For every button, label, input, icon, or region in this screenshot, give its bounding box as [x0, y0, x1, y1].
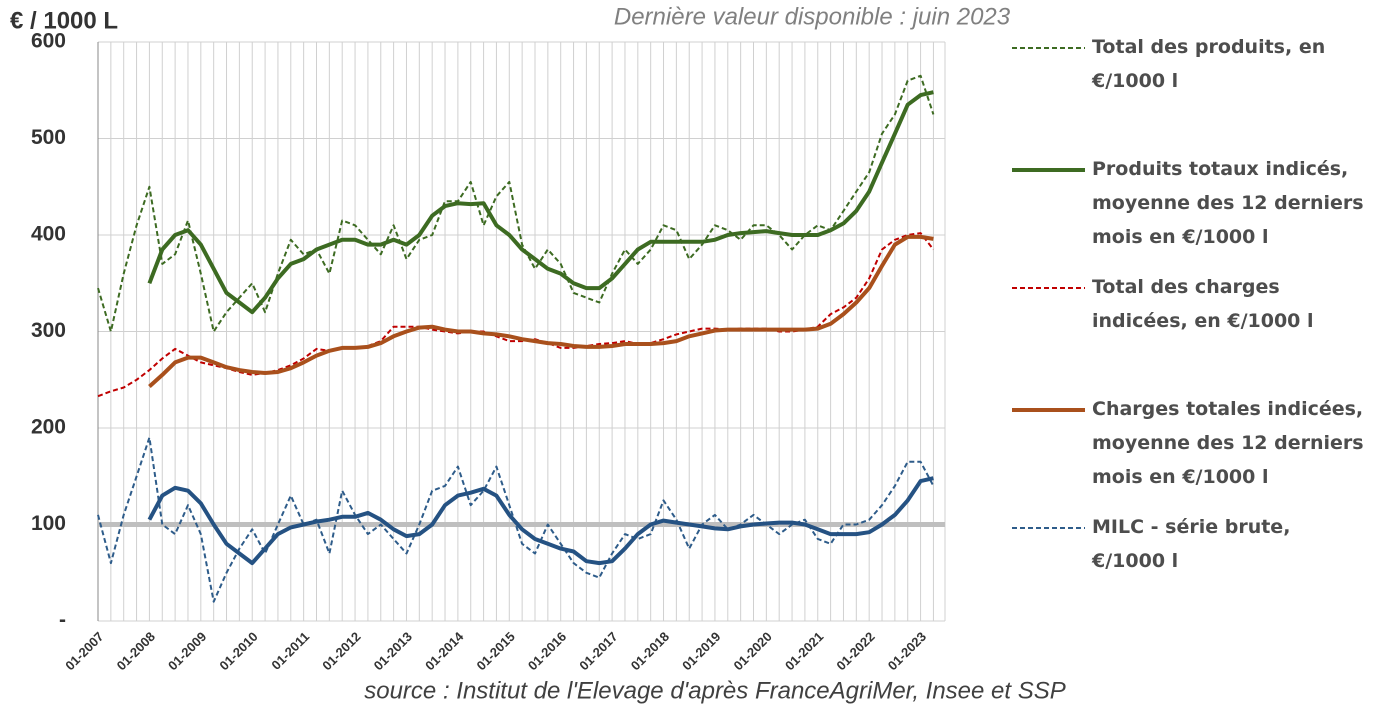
series-line [97, 74, 935, 333]
y-tick-label: 500 [31, 126, 66, 149]
x-tick-label: 01-2019 [679, 629, 723, 673]
series-line [147, 90, 934, 315]
x-tick-label: 01-2013 [371, 629, 415, 673]
series-line [147, 476, 934, 566]
x-tick-label: 01-2014 [422, 628, 467, 673]
y-tick-label: 400 [31, 223, 66, 246]
source: source : Institut de l'Elevage d'après F… [364, 677, 1066, 704]
x-tick-label: 01-2008 [114, 629, 158, 673]
x-tick-label: 01-2020 [731, 629, 775, 673]
x-tick-label: 01-2022 [833, 629, 877, 673]
legend-label: MILC - série brute, €/1000 l [1092, 516, 1291, 572]
x-tick-label: 01-2018 [628, 629, 672, 673]
x-tick-label: 01-2007 [62, 629, 106, 673]
legend-label: Charges totales indicées, moyenne des 12… [1092, 398, 1364, 488]
x-tick-label: 01-2023 [885, 629, 929, 673]
legend-label: Total des produits, en €/1000 l [1092, 36, 1326, 92]
x-tick-label: 01-2021 [782, 629, 826, 673]
y-tick-label: 100 [31, 512, 66, 535]
y-tick-label: 300 [31, 319, 66, 342]
y-tick-label: - [59, 609, 66, 632]
series-line [97, 232, 935, 398]
y-tick-label: 200 [31, 416, 66, 439]
x-tick-label: 01-2011 [268, 629, 312, 673]
x-tick-label: 01-2017 [576, 629, 620, 673]
x-tick-label: 01-2012 [319, 629, 363, 673]
x-tick-label: 01-2010 [216, 629, 260, 673]
y-tick-label: 600 [31, 30, 66, 53]
y-axis-label: € / 1000 L [10, 7, 118, 34]
legend-label: Produits totaux indicés, moyenne des 12 … [1092, 158, 1364, 248]
x-tick-label: 01-2009 [165, 629, 209, 673]
legend-label: Total des charges indicées, en €/1000 l [1092, 276, 1314, 332]
x-tick-label: 01-2016 [525, 629, 569, 673]
x-tick-label: 01-2015 [473, 629, 517, 673]
series-line [148, 234, 934, 388]
subtitle: Dernière valeur disponible : juin 2023 [614, 3, 1011, 30]
